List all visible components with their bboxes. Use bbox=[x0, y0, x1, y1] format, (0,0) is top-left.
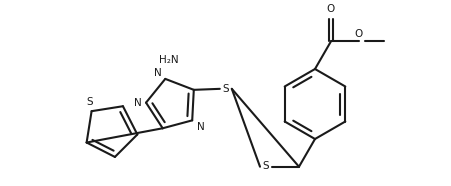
Text: S: S bbox=[262, 161, 269, 171]
Text: O: O bbox=[326, 4, 334, 14]
Text: N: N bbox=[134, 98, 142, 108]
Text: S: S bbox=[86, 97, 93, 107]
Text: S: S bbox=[222, 84, 229, 94]
Text: H₂N: H₂N bbox=[159, 55, 179, 65]
Text: O: O bbox=[354, 29, 362, 39]
Text: N: N bbox=[197, 122, 204, 132]
Text: N: N bbox=[153, 68, 161, 78]
